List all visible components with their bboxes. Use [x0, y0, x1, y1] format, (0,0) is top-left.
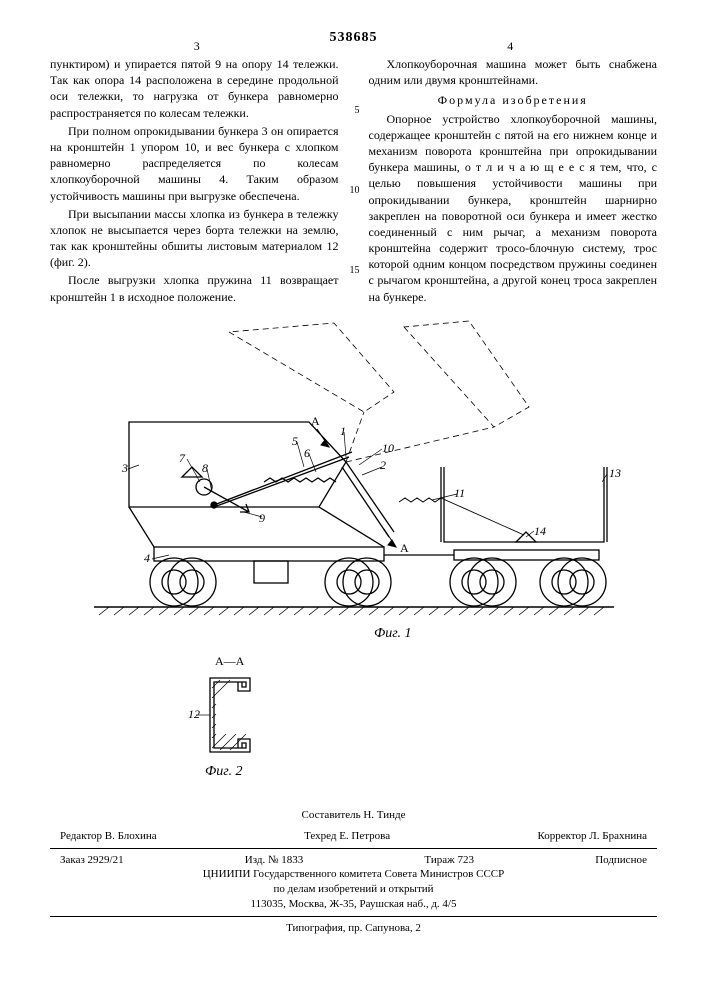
fig1-label-6: 6 — [304, 446, 310, 460]
text-columns: 3 пунктиром) и упирается пятой 9 на опор… — [50, 56, 657, 307]
figure-2-section-label: A—A — [215, 654, 245, 668]
fig1-label-8: 8 — [202, 461, 208, 475]
figure-2: A—A 12 Фиг. 2 — [50, 653, 657, 788]
left-para-4: После выгрузки хлопка пружина 11 возвращ… — [50, 272, 339, 304]
line-number-10: 10 — [346, 184, 360, 198]
fig2-label-12: 12 — [188, 707, 200, 721]
right-column: 4 5 10 15 Хлопкоуборочная машина может б… — [364, 56, 658, 307]
fig1-label-7: 7 — [179, 451, 186, 465]
footer-podpis: Подписное — [595, 853, 647, 868]
right-column-number: 4 — [507, 38, 513, 54]
footer-org2: по делам изобретений и открытий — [50, 882, 657, 897]
left-para-1: пунктиром) и упирается пятой 9 на опору … — [50, 56, 339, 121]
figure-1-caption: Фиг. 1 — [374, 626, 412, 641]
fig1-label-2: 2 — [380, 458, 386, 472]
fig1-label-13: 13 — [609, 466, 621, 480]
fig1-label-5: 5 — [292, 434, 298, 448]
left-column: 3 пунктиром) и упирается пятой 9 на опор… — [50, 56, 344, 307]
figure-2-caption: Фиг. 2 — [205, 764, 243, 779]
figure-1-svg: 3 7 8 5 6 1 10 2 9 4 11 13 14 A A — [84, 317, 624, 647]
figure-1: 3 7 8 5 6 1 10 2 9 4 11 13 14 A A — [50, 317, 657, 647]
left-para-2: При полном опрокидывании бункера 3 он оп… — [50, 123, 339, 204]
fig1-label-10: 10 — [382, 441, 394, 455]
footer-tiraz: Тираж 723 — [424, 853, 474, 868]
fig1-section-A-top: A — [311, 414, 320, 428]
patent-page: 538685 3 пунктиром) и упирается пятой 9 … — [0, 0, 707, 1000]
patent-number: 538685 — [50, 30, 657, 46]
fig1-label-3: 3 — [121, 461, 128, 475]
figure-2-svg: A—A 12 Фиг. 2 — [170, 653, 290, 783]
fig1-label-9: 9 — [259, 511, 265, 525]
claims-heading: Формула изобретения — [369, 92, 658, 108]
footer-org1: ЦНИИПИ Государственного комитета Совета … — [50, 867, 657, 882]
fig1-section-A-bot: A — [400, 541, 409, 555]
right-intro: Хлопкоуборочная машина может быть снабже… — [369, 56, 658, 88]
footer: Составитель Н. Тинде Редактор В. Блохина… — [50, 808, 657, 936]
fig1-label-1: 1 — [340, 424, 346, 438]
footer-compiler: Составитель Н. Тинде — [50, 808, 657, 823]
fig1-label-4: 4 — [144, 551, 150, 565]
fig1-label-11: 11 — [454, 486, 465, 500]
left-column-number: 3 — [194, 38, 200, 54]
line-number-5: 5 — [346, 104, 360, 118]
line-number-15: 15 — [346, 264, 360, 278]
footer-corrector: Корректор Л. Брахнина — [538, 829, 647, 844]
left-para-3: При высыпании массы хлопка из бункера в … — [50, 206, 339, 271]
footer-typography: Типография, пр. Сапунова, 2 — [50, 921, 657, 936]
fig1-label-14: 14 — [534, 524, 546, 538]
footer-address: 113035, Москва, Ж-35, Раушская наб., д. … — [50, 897, 657, 912]
footer-editor: Редактор В. Блохина — [60, 829, 157, 844]
claim-text: Опорное устройство хлопкоуборочной машин… — [369, 111, 658, 305]
footer-order: Заказ 2929/21 — [60, 853, 124, 868]
footer-tehred: Техред Е. Петрова — [304, 829, 390, 844]
footer-izd: Изд. № 1833 — [245, 853, 303, 868]
